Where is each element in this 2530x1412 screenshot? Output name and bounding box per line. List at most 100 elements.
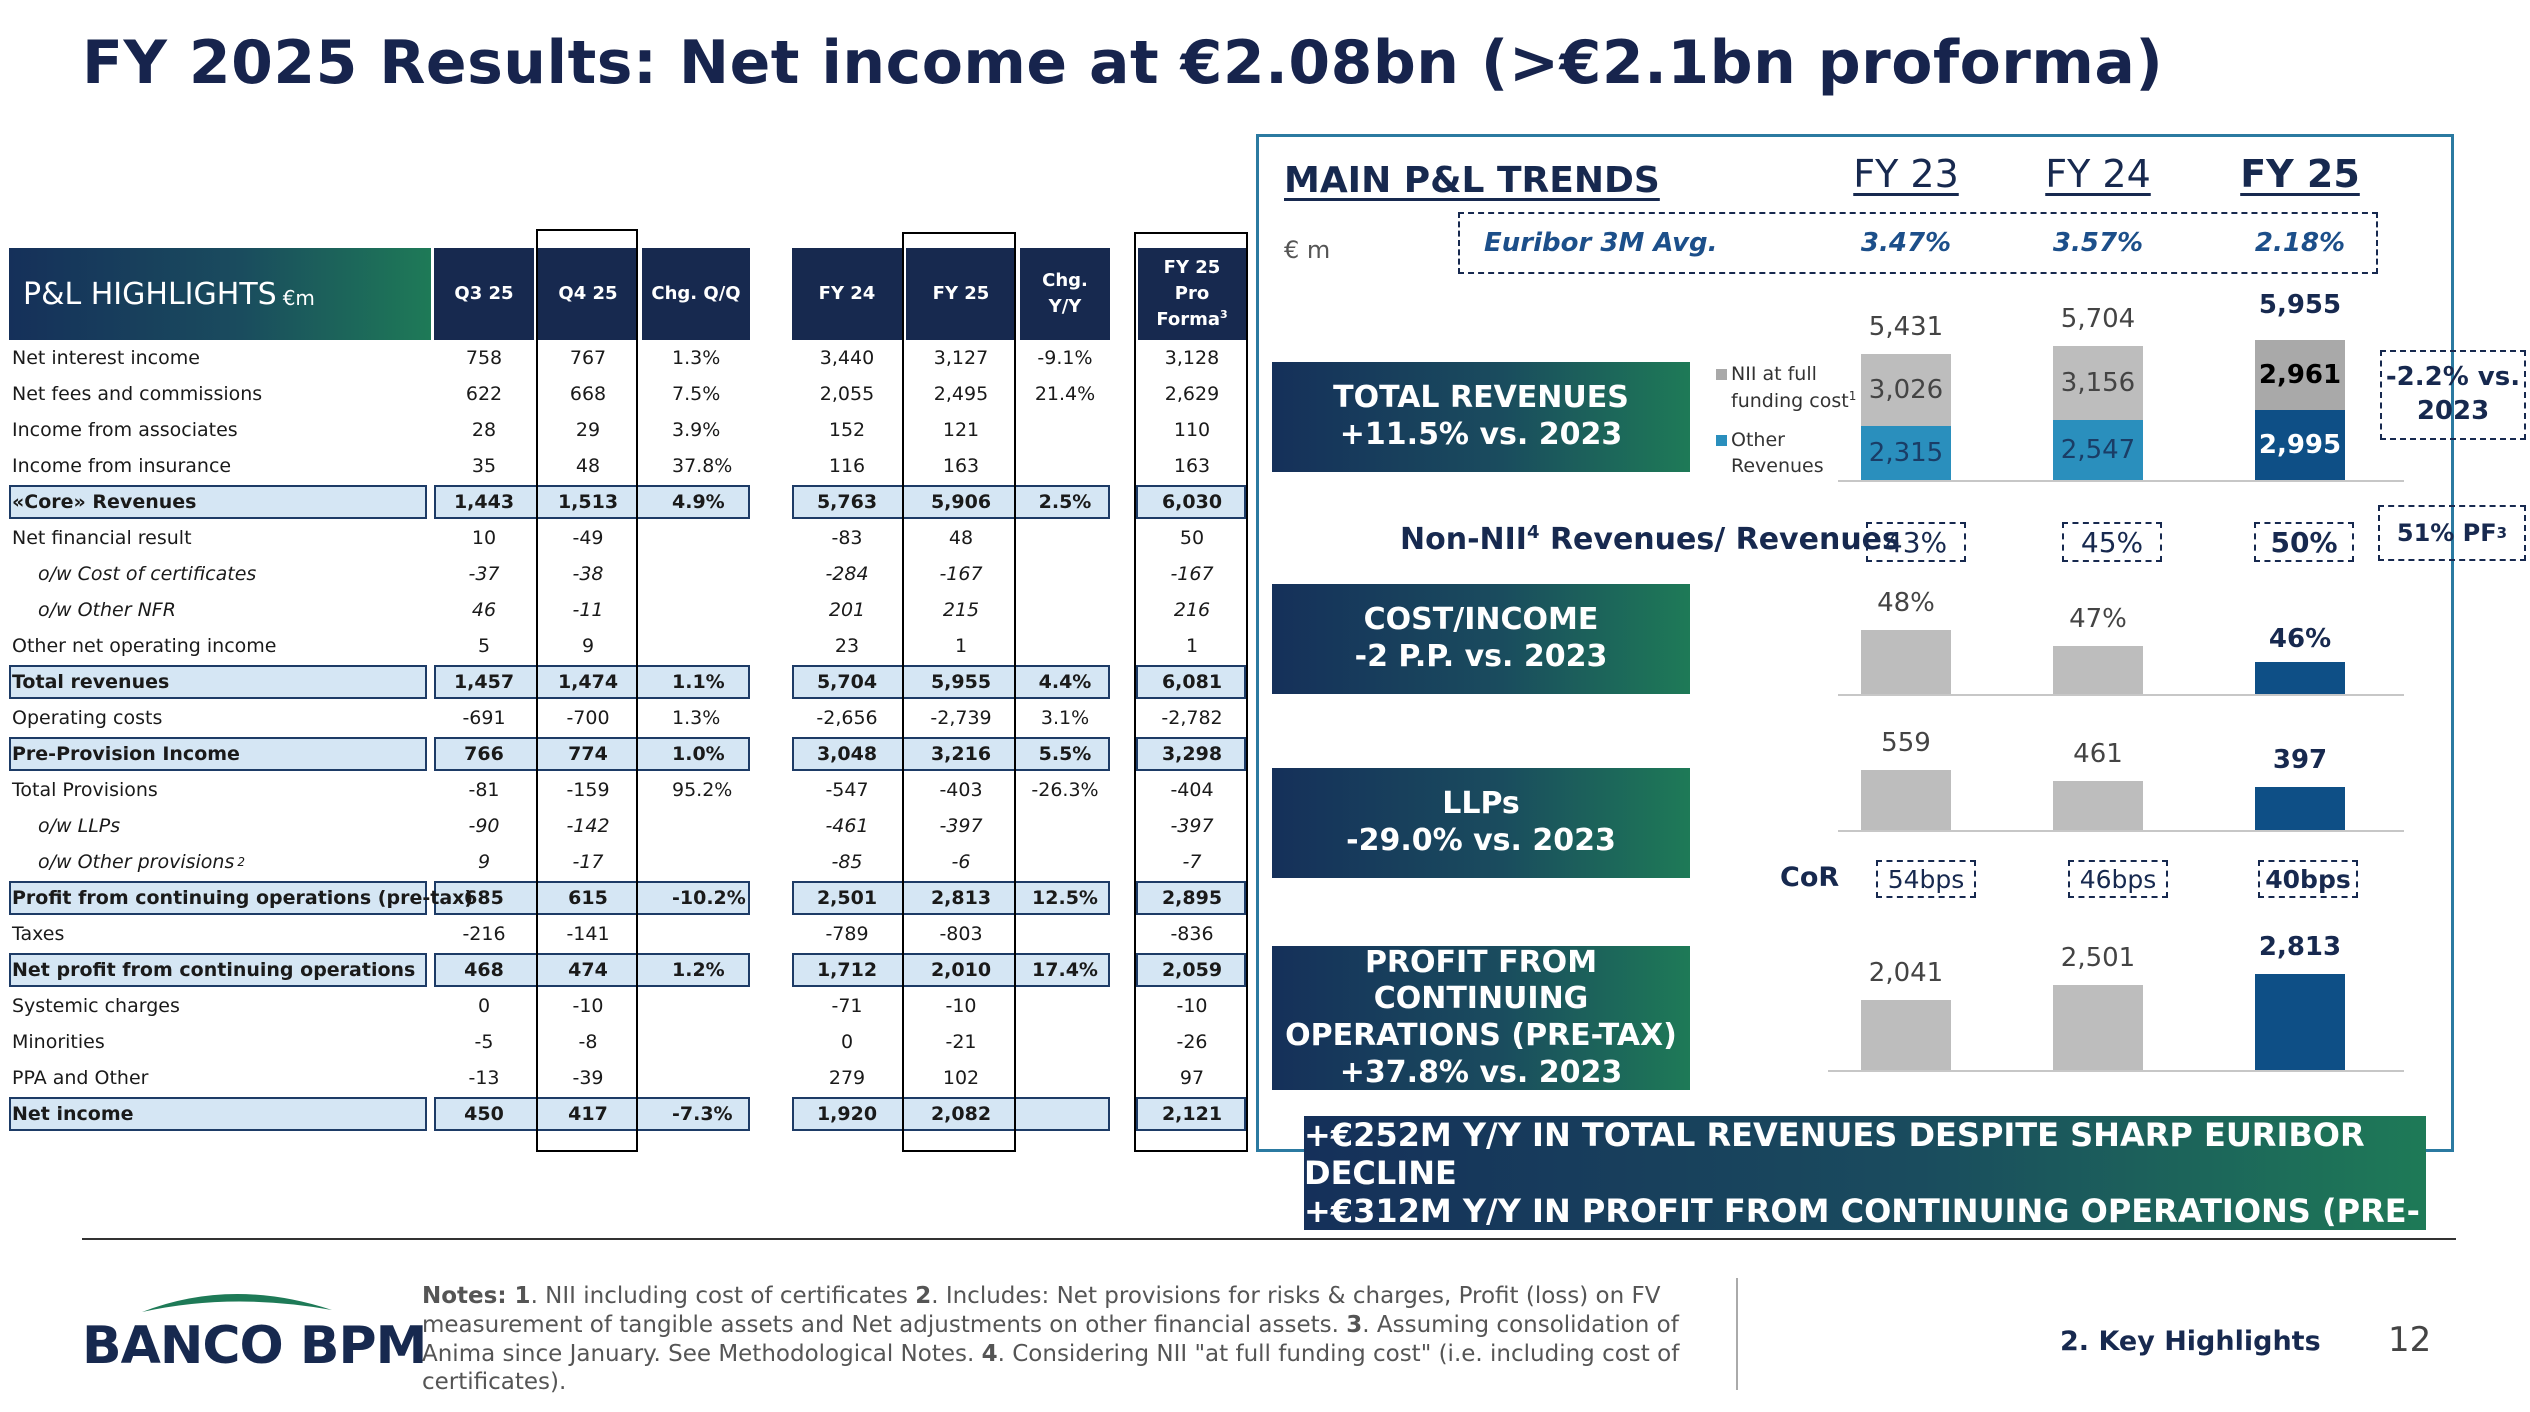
- main-pl-trends-heading: MAIN P&L TRENDS: [1284, 160, 1660, 201]
- cell-q3: -37: [468, 563, 500, 585]
- cell-fy25: -2,739: [930, 707, 992, 729]
- cell-chg-yy: 12.5%: [1032, 887, 1098, 909]
- cell-fy25: -167: [939, 563, 983, 585]
- revenues-callout-l2: 2023: [2416, 396, 2490, 426]
- profit-axis: [1828, 1070, 2404, 1072]
- row-label: Systemic charges: [12, 995, 180, 1017]
- kpi-llps-title: LLPs: [1442, 786, 1520, 822]
- row-highlight-band: [434, 953, 750, 987]
- row-highlight-band: [434, 485, 750, 519]
- cell-chg-qq: 4.9%: [672, 491, 725, 513]
- row-highlight-band: [434, 881, 750, 915]
- cost-income-value-label: 47%: [2069, 604, 2127, 634]
- revenues-bar-other: 2,995: [2255, 409, 2345, 480]
- profit-value-label: 2,813: [2258, 932, 2342, 962]
- cell-chg-qq: [672, 1060, 750, 1096]
- page-number: 12: [2388, 1320, 2432, 1360]
- kpi-profit-continuing: PROFIT FROM CONTINUING OPERATIONS (PRE-T…: [1272, 945, 1690, 1090]
- cell-q3: -90: [468, 815, 500, 837]
- footnote-ref: 3: [2496, 524, 2508, 542]
- row-label: Net financial result: [12, 527, 192, 549]
- cell-fy24: 5,704: [816, 671, 878, 693]
- cell-q4: -11: [572, 599, 604, 621]
- cell-chg-qq: 1.3%: [672, 347, 721, 369]
- cell-fy24: 152: [828, 419, 866, 441]
- cor-fy24: 46bps: [2068, 860, 2168, 898]
- cell-pf: -397: [1170, 815, 1214, 837]
- row-highlight-band: [1136, 1097, 1246, 1131]
- year-header-fy23: FY 23: [1853, 152, 1959, 196]
- row-highlight-band: [434, 1097, 750, 1131]
- col-header-chg-yy-l2: Y/Y: [1048, 296, 1082, 317]
- cell-q3: 468: [464, 959, 504, 981]
- footnote-ref: 4: [1526, 522, 1540, 543]
- key-message-banner: +€252M Y/Y IN TOTAL REVENUES DESPITE SHA…: [1304, 1116, 2426, 1268]
- cell-pf: 2,895: [1161, 887, 1223, 909]
- row-label: Income from insurance: [12, 455, 232, 477]
- cell-pf: -2,782: [1161, 707, 1223, 729]
- cell-q3: 450: [464, 1103, 504, 1125]
- row-label: Pre-Provision Income: [12, 743, 240, 765]
- cell-chg-qq: 3.9%: [672, 419, 721, 441]
- section-label: 2. Key Highlights: [2060, 1326, 2321, 1357]
- legend-other: Other Revenues: [1716, 428, 1824, 479]
- row-label: «Core» Revenues: [12, 491, 197, 513]
- cell-q3: -13: [468, 1067, 500, 1089]
- cell-chg-yy: [1020, 988, 1110, 1024]
- cell-fy24: 1,712: [816, 959, 878, 981]
- cell-q3: -691: [462, 707, 506, 729]
- col-header-pf-l2: Pro Forma3: [1156, 282, 1228, 331]
- cost-income-bar: [2255, 662, 2345, 694]
- cell-q4: -700: [566, 707, 610, 729]
- row-label: o/w LLPs: [38, 815, 121, 837]
- llps-bar: [2255, 787, 2345, 830]
- cell-chg-yy: [1020, 592, 1110, 628]
- cell-chg-yy: [1020, 1024, 1110, 1060]
- cell-chg-yy: 21.4%: [1034, 383, 1096, 405]
- cell-chg-qq: [672, 1024, 750, 1060]
- llps-value-label: 461: [2073, 738, 2123, 769]
- revenues-bar-nii: 3,156: [2053, 345, 2143, 421]
- cell-fy25: -6: [951, 851, 971, 873]
- cell-q4: 1,474: [557, 671, 619, 693]
- row-highlight-band: [9, 1097, 427, 1131]
- profit-bar: [2255, 974, 2345, 1070]
- row-highlight-band: [1136, 485, 1246, 519]
- legend-nii-l2: funding cost: [1731, 389, 1849, 412]
- cell-fy24: -2,656: [816, 707, 878, 729]
- cell-q4: 767: [569, 347, 607, 369]
- nonnii-pf-callout: 51% PF 3: [2378, 505, 2526, 561]
- nonnii-fy24: 45%: [2062, 522, 2162, 562]
- row-highlight-band: [792, 1097, 1110, 1131]
- legend-nii: NII at full funding cost1: [1716, 362, 1856, 415]
- cell-chg-yy: 3.1%: [1040, 707, 1090, 729]
- row-highlight-band: [792, 953, 1110, 987]
- row-highlight-band: [434, 737, 750, 771]
- footnotes: Notes: 1. NII including cost of certific…: [422, 1283, 1680, 1396]
- cell-q4: 29: [575, 419, 601, 441]
- row-label: o/w Other provisions 2: [38, 851, 245, 873]
- cell-q4: -38: [572, 563, 604, 585]
- cell-fy24: 3,048: [816, 743, 878, 765]
- col-header-q3-25: Q3 25: [434, 248, 534, 340]
- cell-fy25: 48: [948, 527, 974, 549]
- cell-q4: 1,513: [557, 491, 619, 513]
- cell-chg-qq: [672, 844, 750, 880]
- cell-chg-qq: 1.3%: [672, 707, 721, 729]
- row-highlight-band: [9, 881, 427, 915]
- profit-value-label: 2,501: [2060, 942, 2136, 973]
- llps-bar: [2053, 780, 2143, 830]
- kpi-total-revenues-change: +11.5% vs. 2023: [1339, 417, 1623, 452]
- row-highlight-band: [1136, 665, 1246, 699]
- cell-q4: -159: [566, 779, 610, 801]
- profit-value-label: 2,041: [1868, 958, 1944, 988]
- legend-nii-l1: NII at full: [1731, 363, 1817, 385]
- kpi-total-revenues: TOTAL REVENUES +11.5% vs. 2023: [1272, 362, 1690, 472]
- cor-fy25: 40bps: [2258, 860, 2358, 898]
- cell-pf: 3,298: [1161, 743, 1223, 765]
- cell-chg-qq: [672, 808, 750, 844]
- cell-pf: 3,128: [1164, 347, 1220, 369]
- cell-q4: -142: [566, 815, 610, 837]
- cell-q4: 774: [568, 743, 608, 765]
- cell-q3: 1,443: [453, 491, 515, 513]
